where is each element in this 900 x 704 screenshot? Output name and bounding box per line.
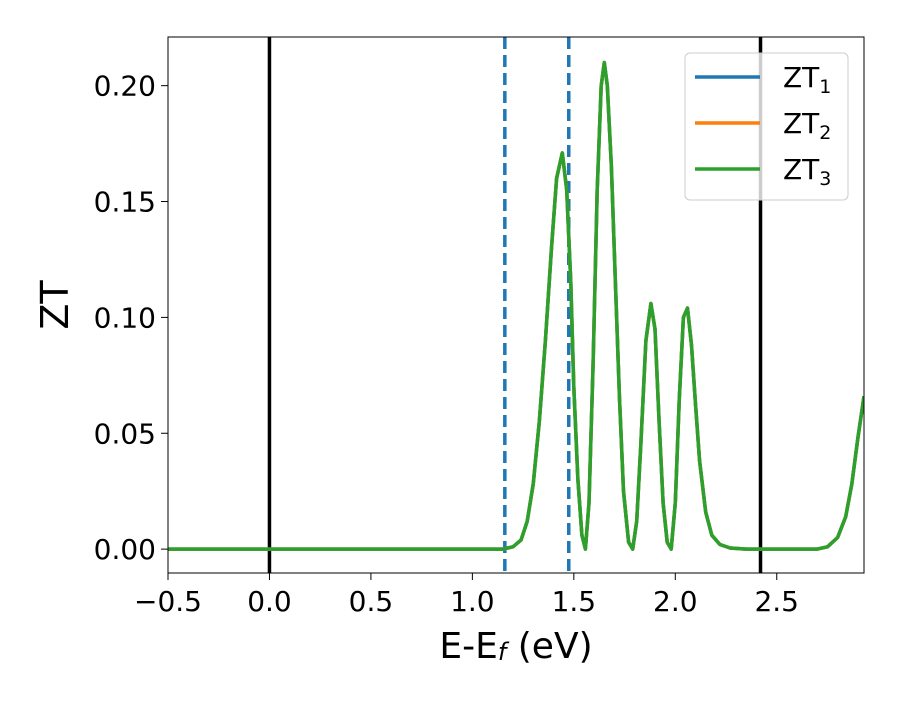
x-axis-label: E-Ef (eV): [439, 626, 592, 667]
legend: ZT1 ZT2 ZT3: [684, 52, 849, 201]
x-tick-label: 1.0: [450, 585, 495, 618]
x-tick-label: 1.5: [552, 585, 597, 618]
y-tick-label: 0.10: [94, 301, 156, 334]
y-tick-label: 0.20: [94, 70, 156, 103]
x-tick-label: 0.0: [247, 585, 292, 618]
y-tick-label: 0.00: [94, 533, 156, 566]
legend-box: [684, 52, 849, 201]
x-tick-label: 0.5: [349, 585, 394, 618]
y-tick-label: 0.05: [94, 417, 156, 450]
series-line-zt3: [168, 60, 864, 551]
x-tick-label: −0.5: [134, 585, 202, 618]
legend-label-zt3: ZT3: [783, 153, 831, 190]
plot-frame: [167, 36, 865, 574]
x-tick-label: 2.5: [754, 585, 799, 618]
legend-label-zt1: ZT1: [783, 61, 831, 98]
y-tick-label: 0.15: [94, 186, 156, 219]
legend-label-zt2: ZT2: [783, 107, 831, 144]
x-tick-label: 2.0: [653, 585, 698, 618]
y-axis-label: ZT: [33, 280, 77, 330]
